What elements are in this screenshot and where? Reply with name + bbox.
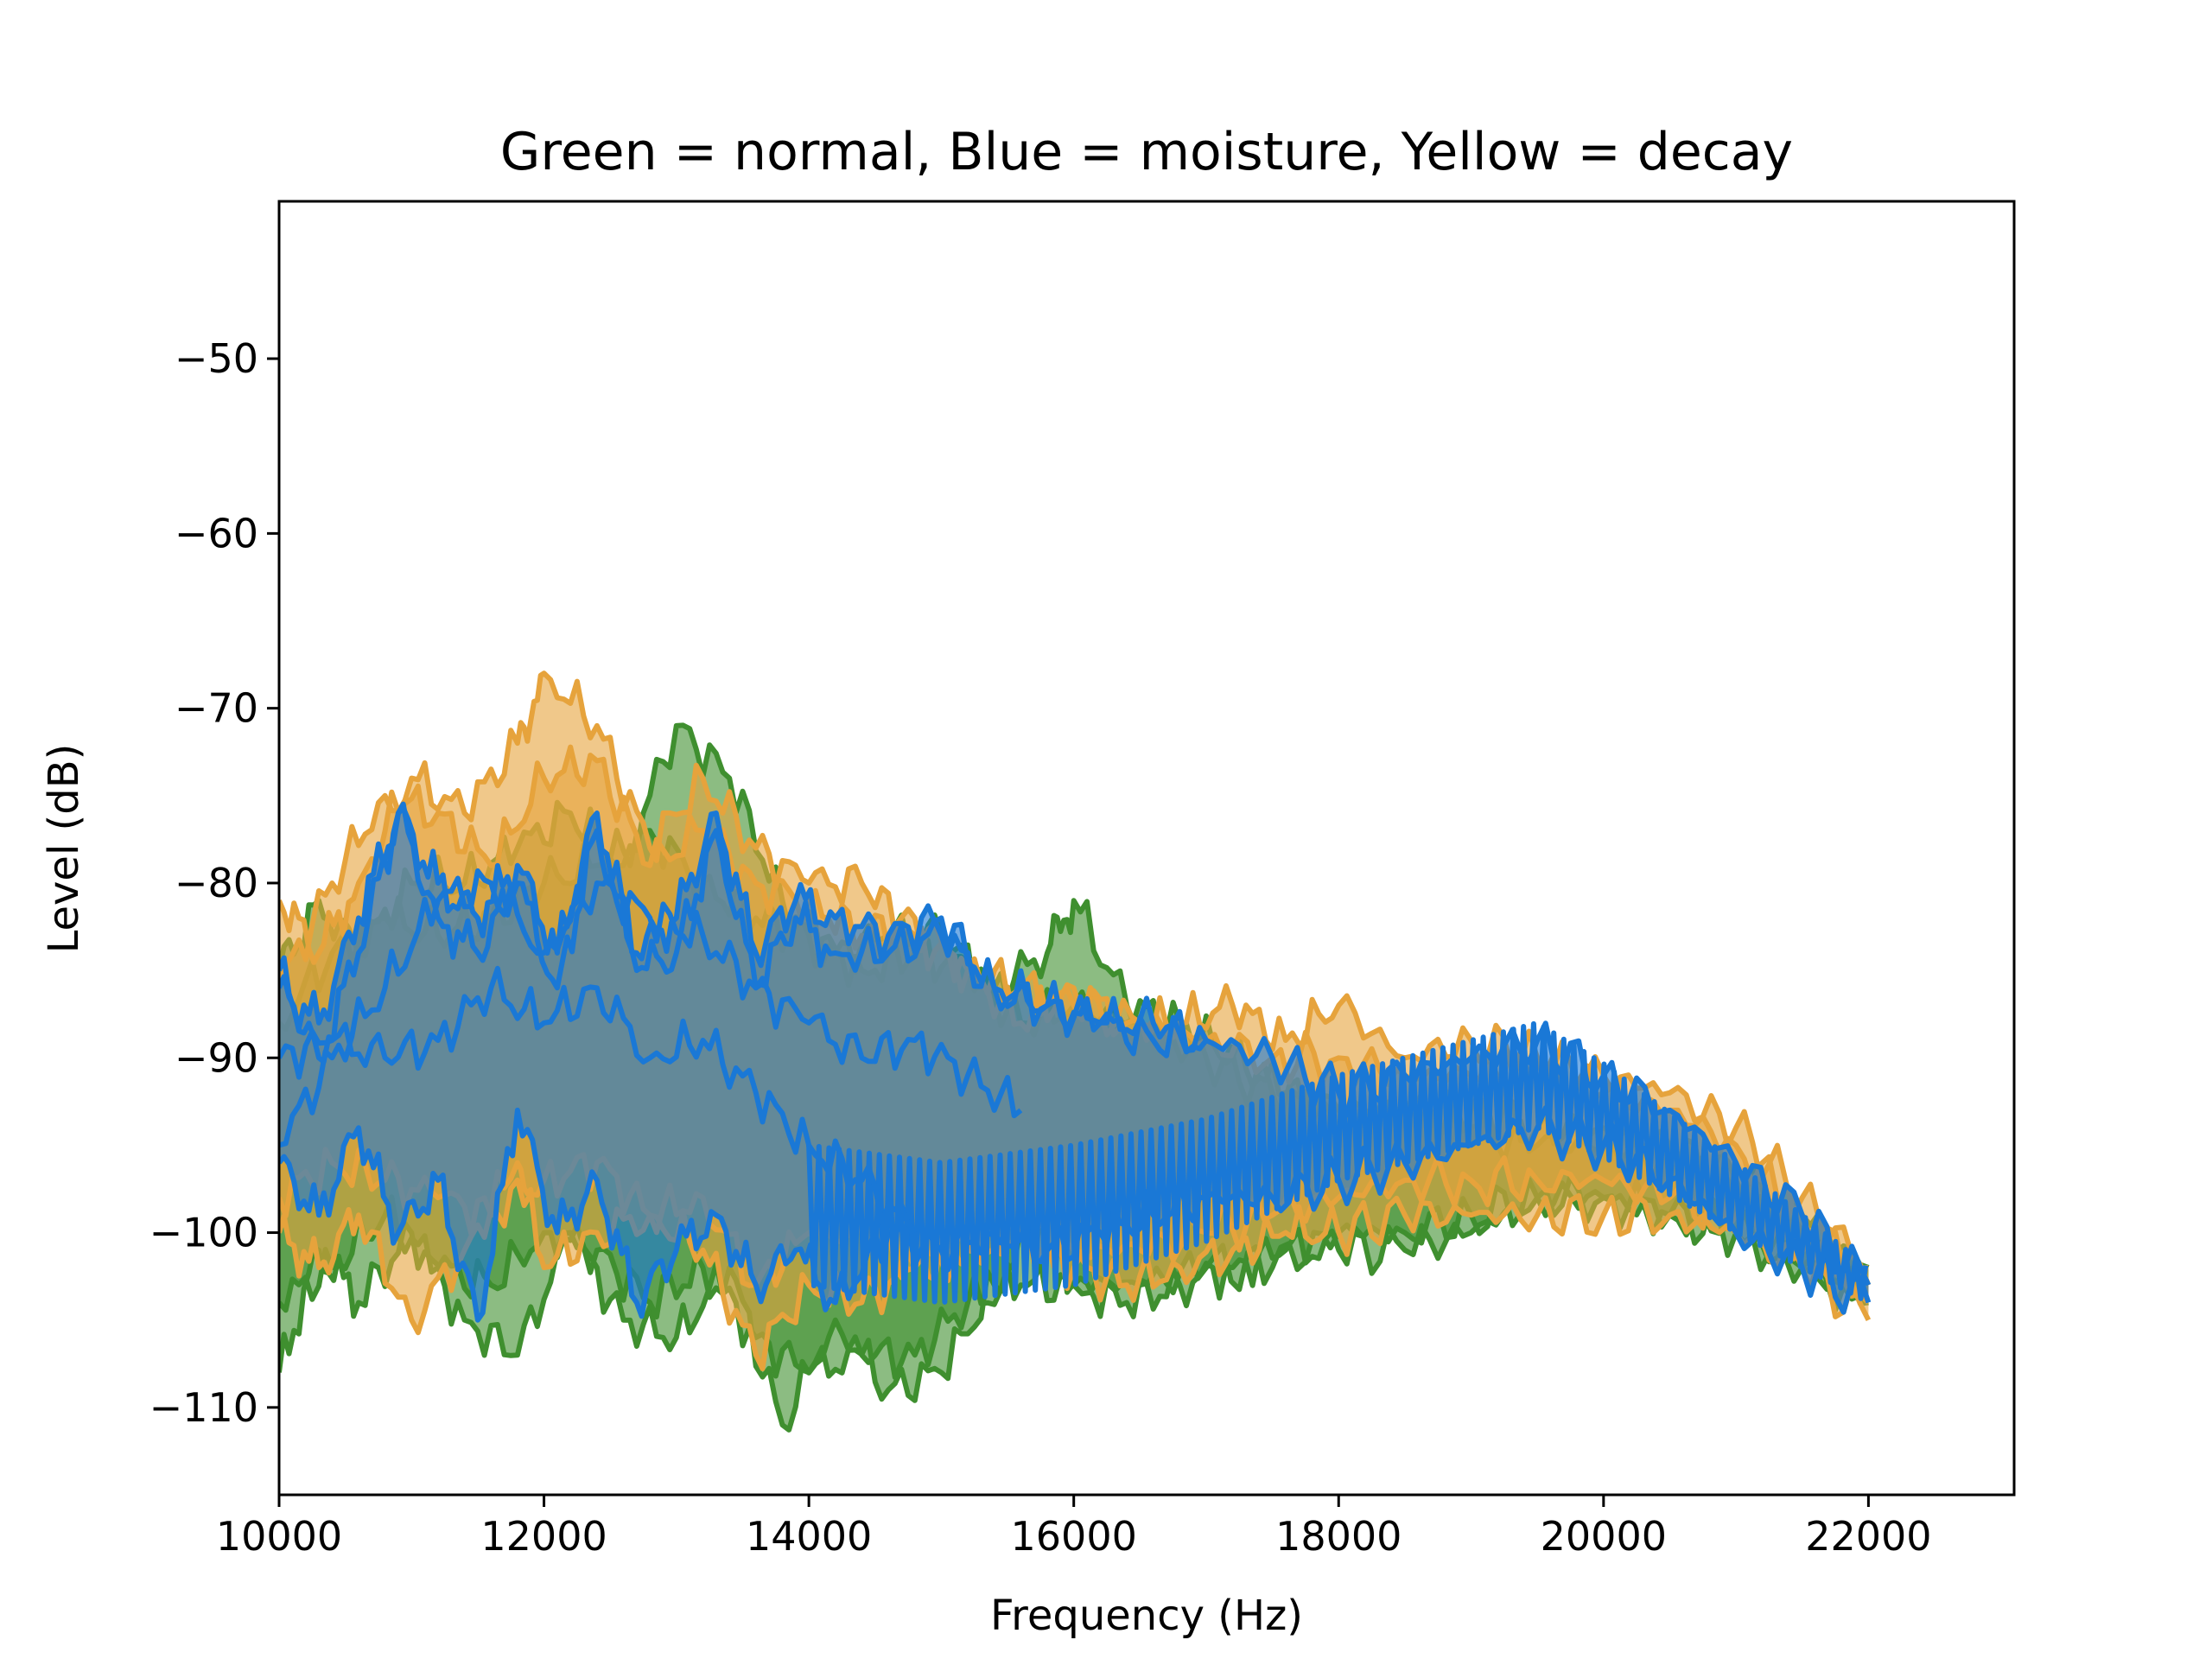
plot-area [279, 671, 1872, 1433]
x-tick-label: 10000 [216, 1513, 342, 1560]
moisture-line-2 [279, 965, 918, 1235]
x-axis-label: Frequency (Hz) [990, 1592, 1303, 1640]
y-tick-label: −60 [175, 510, 258, 556]
y-axis: −50 −60 −70 −80 −90 −100 −110 [149, 335, 279, 1431]
moisture-oscillation-line [806, 1020, 1869, 1305]
y-tick-label: −70 [175, 685, 258, 732]
x-tick-label: 12000 [480, 1513, 607, 1560]
band-moisture-4 [279, 808, 1869, 1320]
x-tick-label: 18000 [1275, 1513, 1402, 1560]
y-tick-label: −80 [175, 860, 258, 906]
chart-title: Green = normal, Blue = moisture, Yellow … [500, 122, 1793, 182]
x-axis: 10000 12000 14000 16000 18000 20000 22000 [216, 1495, 1932, 1560]
x-tick-label: 22000 [1805, 1513, 1931, 1560]
y-tick-label: −90 [175, 1034, 258, 1081]
y-tick-label: −50 [175, 335, 258, 382]
moisture-line-1 [279, 868, 1023, 1148]
y-tick-label: −100 [149, 1210, 258, 1256]
axes-frame [277, 200, 2016, 1497]
y-axis-label: Level (dB) [40, 744, 88, 954]
x-tick-label: 20000 [1541, 1513, 1667, 1560]
moisture-line-0 [279, 801, 1209, 1065]
y-tick-label: −110 [149, 1384, 258, 1431]
x-tick-label: 16000 [1011, 1513, 1137, 1560]
x-tick-label: 14000 [746, 1513, 872, 1560]
